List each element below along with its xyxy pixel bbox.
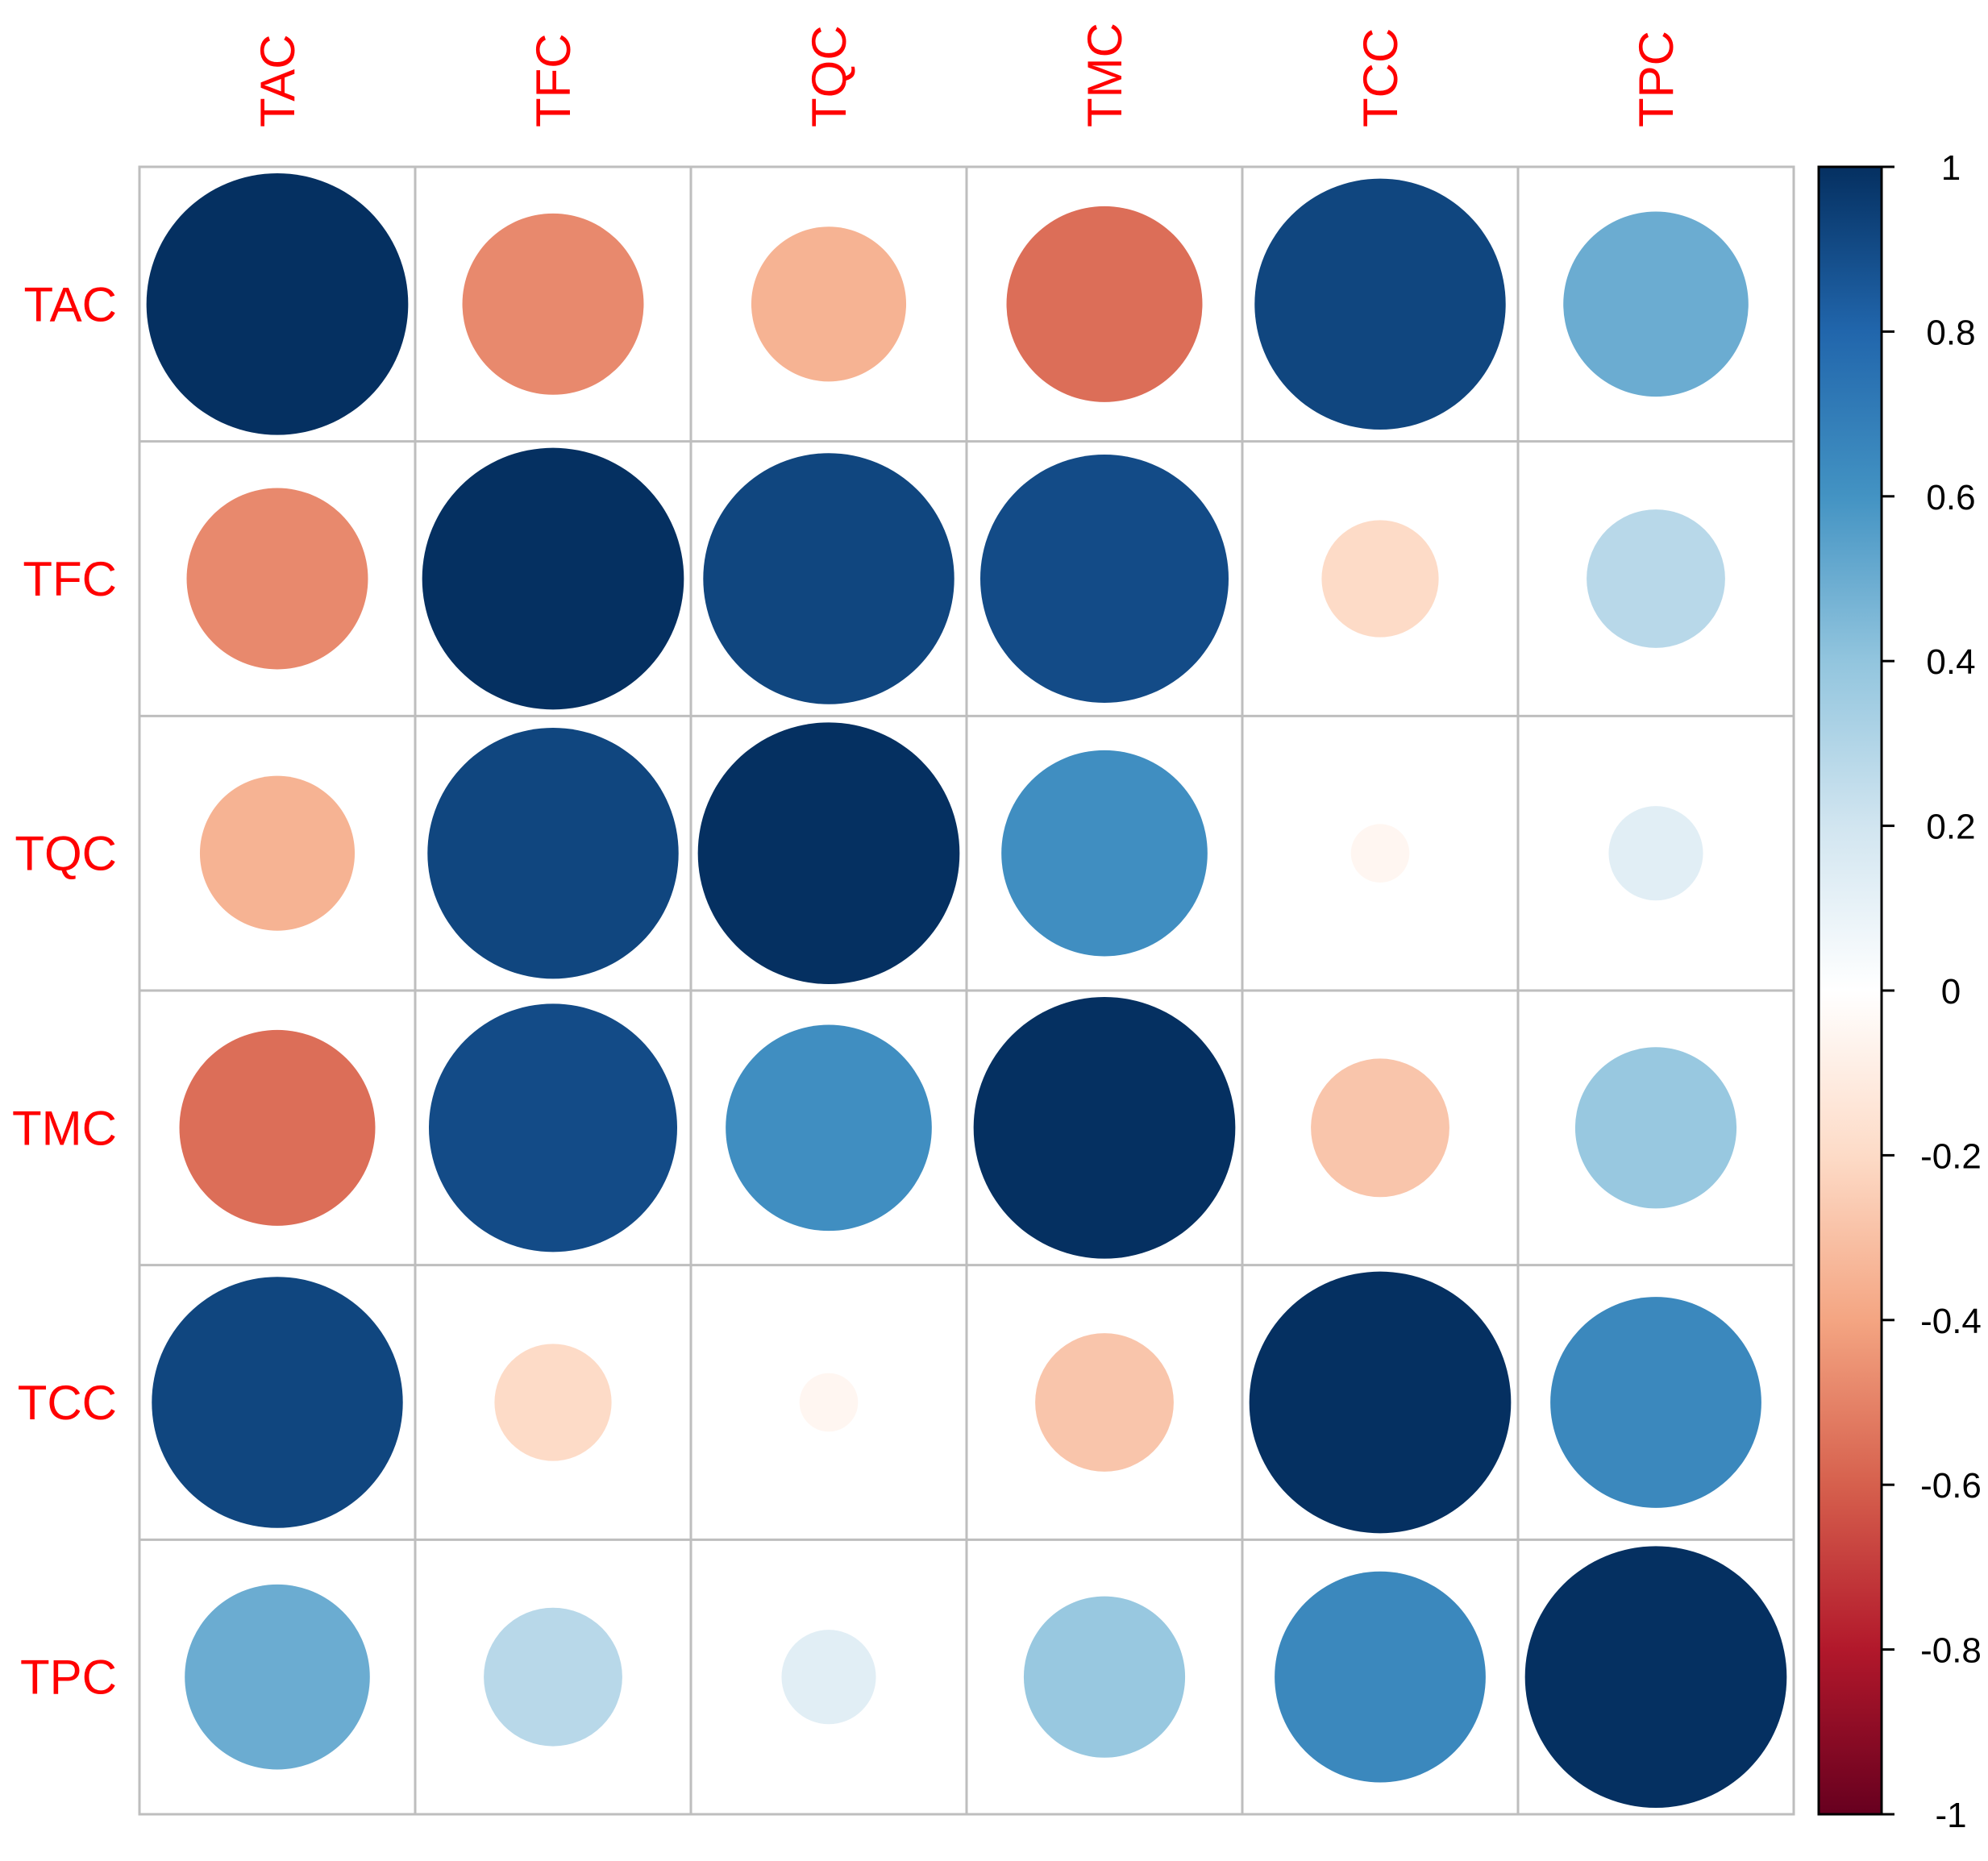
colorbar-gradient xyxy=(1819,167,1882,1814)
corr-circle-tac-tqc xyxy=(751,226,907,382)
colorbar-legend: 1 0.8 0.6 0.4 0.2 0 -0.2 -0.4 -0.6 -0.8 -1 xyxy=(1817,148,1982,1835)
corr-circle-tmc-tac xyxy=(179,1029,376,1226)
corr-circle-tqc-tpc xyxy=(1608,806,1703,901)
corr-circle-tpc-tpc xyxy=(1524,1546,1787,1808)
colorbar-tick-label: 0.2 xyxy=(1926,808,1975,847)
corr-circle-tfc-tqc xyxy=(703,453,954,704)
column-label-tac: TAC xyxy=(251,34,305,127)
corr-circle-tfc-tmc xyxy=(979,454,1229,704)
row-label-tcc: TCC xyxy=(18,1376,117,1430)
corr-circle-tqc-tmc xyxy=(1001,750,1208,957)
corr-circle-tqc-tqc xyxy=(697,722,960,984)
row-label-tmc: TMC xyxy=(12,1101,117,1155)
variable-labels: TAC TAC TFC TFC TQC TQC TMC TMC TCC TCC TPC TPC xyxy=(12,23,1683,1705)
corr-circle-tpc-tfc xyxy=(484,1607,622,1747)
colorbar-tick-label: 1 xyxy=(1941,148,1961,188)
colorbar-tick-label: -0.8 xyxy=(1920,1631,1982,1671)
matrix-grid xyxy=(138,165,1795,1816)
column-label-tfc: TFC xyxy=(526,33,580,127)
corr-circle-tcc-tac xyxy=(152,1277,403,1528)
column-label-tpc: TPC xyxy=(1629,31,1683,127)
colorbar-tick-label: 0.4 xyxy=(1926,642,1975,682)
corr-circle-tmc-tcc xyxy=(1311,1058,1449,1198)
column-label-tmc: TMC xyxy=(1078,23,1132,127)
corr-circle-tfc-tpc xyxy=(1587,509,1725,648)
colorbar-tick-label: -0.4 xyxy=(1920,1302,1982,1341)
corr-circle-tac-tpc xyxy=(1563,211,1749,397)
row-label-tpc: TPC xyxy=(20,1651,117,1705)
corr-circle-tmc-tqc xyxy=(726,1024,932,1232)
correlation-circles xyxy=(146,173,1787,1808)
corr-circle-tqc-tcc xyxy=(1350,824,1410,883)
corr-circle-tac-tac xyxy=(146,173,409,435)
colorbar-tick-label: 0.8 xyxy=(1926,313,1975,352)
colorbar-tick-label: 0.6 xyxy=(1926,478,1975,517)
row-label-tac: TAC xyxy=(23,277,117,331)
corr-circle-tac-tmc xyxy=(1006,206,1203,402)
colorbar-tick-label: -0.6 xyxy=(1920,1466,1982,1506)
corr-circle-tfc-tfc xyxy=(422,447,684,710)
corr-circle-tcc-tmc xyxy=(1035,1333,1174,1472)
corr-circle-tmc-tmc xyxy=(973,997,1236,1259)
column-label-tcc: TCC xyxy=(1354,28,1408,127)
row-label-tfc: TFC xyxy=(23,552,117,606)
corr-circle-tpc-tmc xyxy=(1023,1596,1186,1758)
corr-circle-tpc-tcc xyxy=(1275,1571,1486,1783)
corr-circle-tcc-tcc xyxy=(1249,1271,1512,1534)
corr-circle-tcc-tfc xyxy=(494,1344,612,1461)
corr-circle-tqc-tac xyxy=(199,775,356,931)
corr-circle-tpc-tac xyxy=(185,1584,370,1770)
corr-circle-tac-tcc xyxy=(1254,178,1506,430)
colorbar-tick-label: -1 xyxy=(1935,1796,1966,1835)
row-label-tqc: TQC xyxy=(15,827,117,881)
corr-circle-tcc-tqc xyxy=(799,1373,859,1432)
colorbar-tick-label: 0 xyxy=(1941,972,1961,1012)
corr-circle-tmc-tfc xyxy=(428,1003,678,1252)
corr-circle-tqc-tfc xyxy=(427,727,679,979)
column-label-tqc: TQC xyxy=(802,25,856,127)
corr-circle-tcc-tpc xyxy=(1550,1297,1761,1508)
colorbar-tick-label: -0.2 xyxy=(1920,1136,1982,1176)
corr-circle-tpc-tqc xyxy=(781,1630,876,1725)
corr-circle-tfc-tcc xyxy=(1321,520,1439,638)
corr-circle-tmc-tpc xyxy=(1574,1047,1737,1209)
corr-circle-tfc-tac xyxy=(186,488,368,670)
corr-circle-tac-tfc xyxy=(462,213,644,395)
